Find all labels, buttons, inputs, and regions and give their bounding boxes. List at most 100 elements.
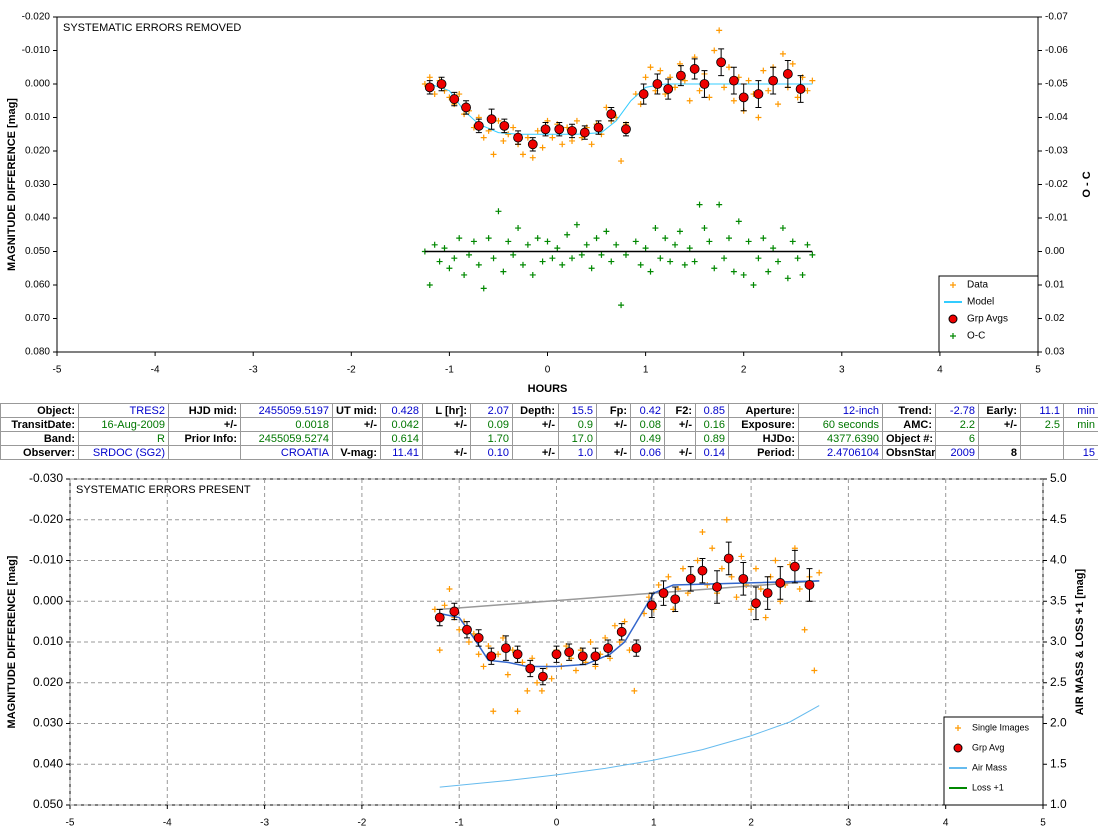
group-average	[782, 69, 793, 79]
data-point	[544, 238, 551, 245]
group-average	[728, 75, 739, 86]
data-point	[426, 74, 433, 81]
group-average	[486, 651, 497, 662]
group-average	[513, 132, 523, 143]
field-label: Object:	[0, 403, 79, 418]
y2-tick-label: -0.03	[1045, 146, 1068, 157]
data-point	[711, 265, 718, 272]
field-value: 0.89	[695, 431, 729, 446]
y2-tick-label: 1.0	[1050, 797, 1067, 811]
data-point	[765, 87, 772, 94]
plot-area	[56, 16, 1039, 353]
parameter-table: Object: TRES2 HJD mid: 2455059.5197 UT mid: 0…	[0, 403, 1098, 460]
group-average	[738, 92, 749, 103]
data-point	[564, 231, 571, 238]
data-point	[632, 238, 639, 245]
group-average	[670, 594, 681, 605]
y-tick-label: 0.020	[25, 146, 50, 157]
data-point	[538, 687, 545, 694]
data-point	[704, 581, 711, 588]
data-point	[809, 77, 816, 84]
data-point	[461, 271, 468, 278]
x-tick-label: 2	[741, 365, 747, 376]
data-point	[799, 271, 806, 278]
data-point	[490, 255, 497, 262]
data-point	[721, 255, 728, 262]
data-point	[779, 225, 786, 232]
field-value: CROATIA	[240, 445, 333, 460]
group-average	[551, 649, 562, 660]
x-tick-label: 3	[839, 365, 845, 376]
data-point	[779, 50, 786, 57]
data-point	[706, 238, 713, 245]
field-label: +/-	[332, 417, 381, 432]
data-point	[514, 708, 521, 715]
y-axis-title: MAGNITUDE DIFFERENCE [mag]	[6, 555, 18, 728]
y-tick-label: -0.020	[29, 512, 63, 526]
data-point	[559, 141, 566, 148]
x-tick-label: -1	[455, 818, 464, 829]
data-point	[569, 255, 576, 262]
y-tick-label: -0.010	[29, 553, 63, 567]
group-average	[699, 79, 710, 89]
group-average	[449, 606, 460, 617]
field-value: 2455059.5274	[240, 431, 333, 446]
field-value: 4377.6390	[798, 431, 883, 446]
field-value: 11.1	[1020, 403, 1064, 418]
data-point	[500, 137, 507, 144]
x-tick-label: -2	[357, 818, 366, 829]
field-label: +/-	[664, 417, 696, 432]
data-point	[745, 77, 752, 84]
data-point	[466, 251, 473, 258]
y-tick-label: -0.010	[22, 45, 51, 56]
field-value: 2009	[935, 445, 979, 460]
data-point	[505, 238, 512, 245]
y-tick-label: 0.050	[25, 246, 50, 257]
data-point	[811, 667, 818, 674]
x-tick-label: -5	[66, 818, 75, 829]
data-point	[794, 255, 801, 262]
x-tick-label: 4	[937, 365, 943, 376]
field-label: +/-	[168, 417, 241, 432]
x-tick-label: 4	[943, 818, 949, 829]
group-average	[712, 582, 722, 592]
data-point	[762, 614, 769, 621]
y-tick-label: 0.030	[25, 179, 50, 190]
data-point	[730, 97, 737, 104]
group-average	[804, 580, 815, 590]
data-point	[718, 565, 725, 572]
group-average	[436, 79, 447, 89]
data-point	[529, 271, 536, 278]
field-label: 8	[978, 445, 1021, 460]
y-tick-label: 0.020	[33, 675, 63, 689]
data-point	[618, 158, 625, 165]
data-point	[667, 258, 674, 265]
data-point	[495, 208, 502, 215]
data-point	[679, 565, 686, 572]
data-point	[534, 235, 541, 242]
data-point	[696, 87, 703, 94]
x-tick-label: 1	[643, 365, 649, 376]
legend-label: Single Images	[972, 722, 1030, 732]
data-point	[775, 258, 782, 265]
y-tick-label: 0.000	[33, 593, 63, 607]
field-label: TransitDate:	[0, 417, 79, 432]
y2-tick-label: 2.0	[1050, 716, 1067, 730]
data-point	[534, 127, 541, 134]
table-row: Observer: SRDOC (SG2) CROATIA V-mag: 11.41 +/…	[0, 445, 1098, 460]
field-value: 0.06	[630, 445, 665, 460]
field-value: 0.08	[630, 417, 665, 432]
group-average	[603, 643, 613, 654]
data-point	[691, 258, 698, 265]
data-point	[510, 124, 517, 131]
field-label: UT mid:	[332, 403, 381, 418]
field-value: 15	[1063, 445, 1098, 460]
data-point	[475, 651, 482, 658]
data-point	[465, 639, 472, 645]
data-point	[681, 77, 688, 84]
group-average	[590, 651, 601, 662]
chart: -5 -4 -3 -2 -1 0 1 2 3 4 5 -0.020 -0.010 0.000 0.010 0.…	[6, 12, 1093, 395]
group-average	[501, 643, 511, 654]
field-label: Object #:	[882, 431, 936, 446]
